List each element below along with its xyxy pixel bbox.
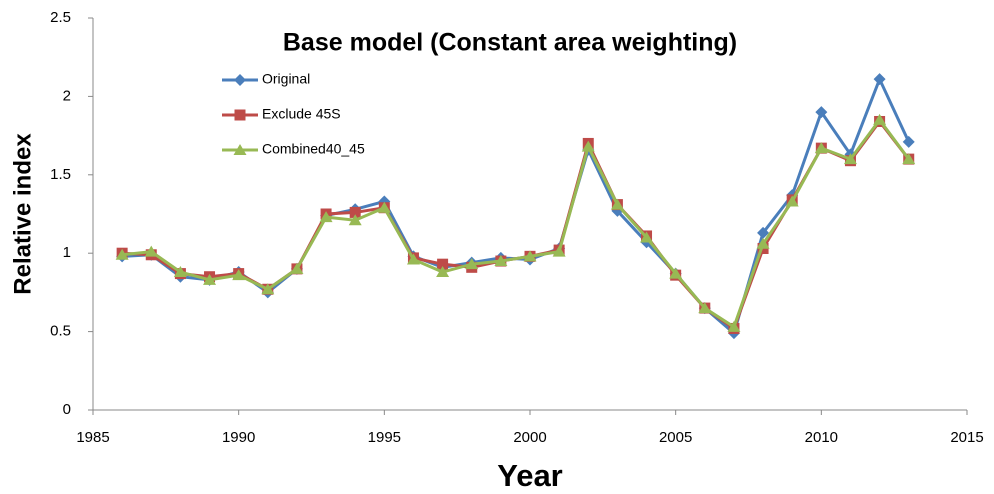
marker <box>815 106 828 119</box>
marker <box>261 283 275 295</box>
x-tick-label: 2015 <box>950 429 983 446</box>
legend-label: Exclude 45S <box>262 106 341 122</box>
y-tick-label: 0.5 <box>50 323 71 340</box>
x-axis-label: Year <box>497 458 563 493</box>
marker <box>552 245 566 257</box>
marker <box>873 73 886 86</box>
series-line <box>121 117 910 330</box>
marker <box>640 231 654 243</box>
chart-title: Base model (Constant area weighting) <box>283 29 737 57</box>
y-axis-label: Relative index <box>9 133 36 295</box>
marker <box>436 266 450 278</box>
marker <box>757 226 770 239</box>
marker <box>465 258 479 270</box>
marker <box>698 302 712 314</box>
marker <box>610 198 624 210</box>
marker <box>173 266 187 278</box>
marker <box>144 245 158 257</box>
marker <box>902 135 915 148</box>
marker <box>669 267 683 279</box>
marker <box>377 201 391 213</box>
marker <box>785 195 799 207</box>
x-tick-label: 2005 <box>659 429 692 446</box>
x-tick-label: 1990 <box>222 429 255 446</box>
x-tick-label: 1995 <box>368 429 401 446</box>
marker <box>203 273 217 285</box>
marker <box>581 140 595 152</box>
y-tick-label: 2 <box>63 87 71 104</box>
marker <box>756 237 770 249</box>
x-tick-label: 2010 <box>805 429 838 446</box>
marker <box>349 206 361 218</box>
marker <box>873 113 887 125</box>
x-tick-label: 1985 <box>76 429 109 446</box>
marker <box>232 269 246 281</box>
marker <box>233 144 247 155</box>
y-tick-label: 2.5 <box>50 9 71 26</box>
marker <box>290 262 304 274</box>
marker <box>234 74 246 86</box>
marker <box>319 211 333 223</box>
marker <box>348 214 362 226</box>
legend-label: Original <box>262 71 310 87</box>
marker <box>843 153 857 165</box>
marker <box>406 253 420 265</box>
marker <box>523 250 537 262</box>
marker <box>234 109 246 121</box>
marker <box>814 142 828 154</box>
y-tick-label: 1.5 <box>50 166 71 183</box>
marker <box>494 255 508 267</box>
marker <box>437 258 449 270</box>
marker <box>902 153 916 165</box>
marker <box>727 320 741 332</box>
y-tick-label: 1 <box>63 244 71 261</box>
y-tick-label: 0 <box>63 401 71 418</box>
marker <box>115 248 129 260</box>
x-tick-label: 2000 <box>513 429 546 446</box>
legend-label: Combined40_45 <box>262 141 365 157</box>
